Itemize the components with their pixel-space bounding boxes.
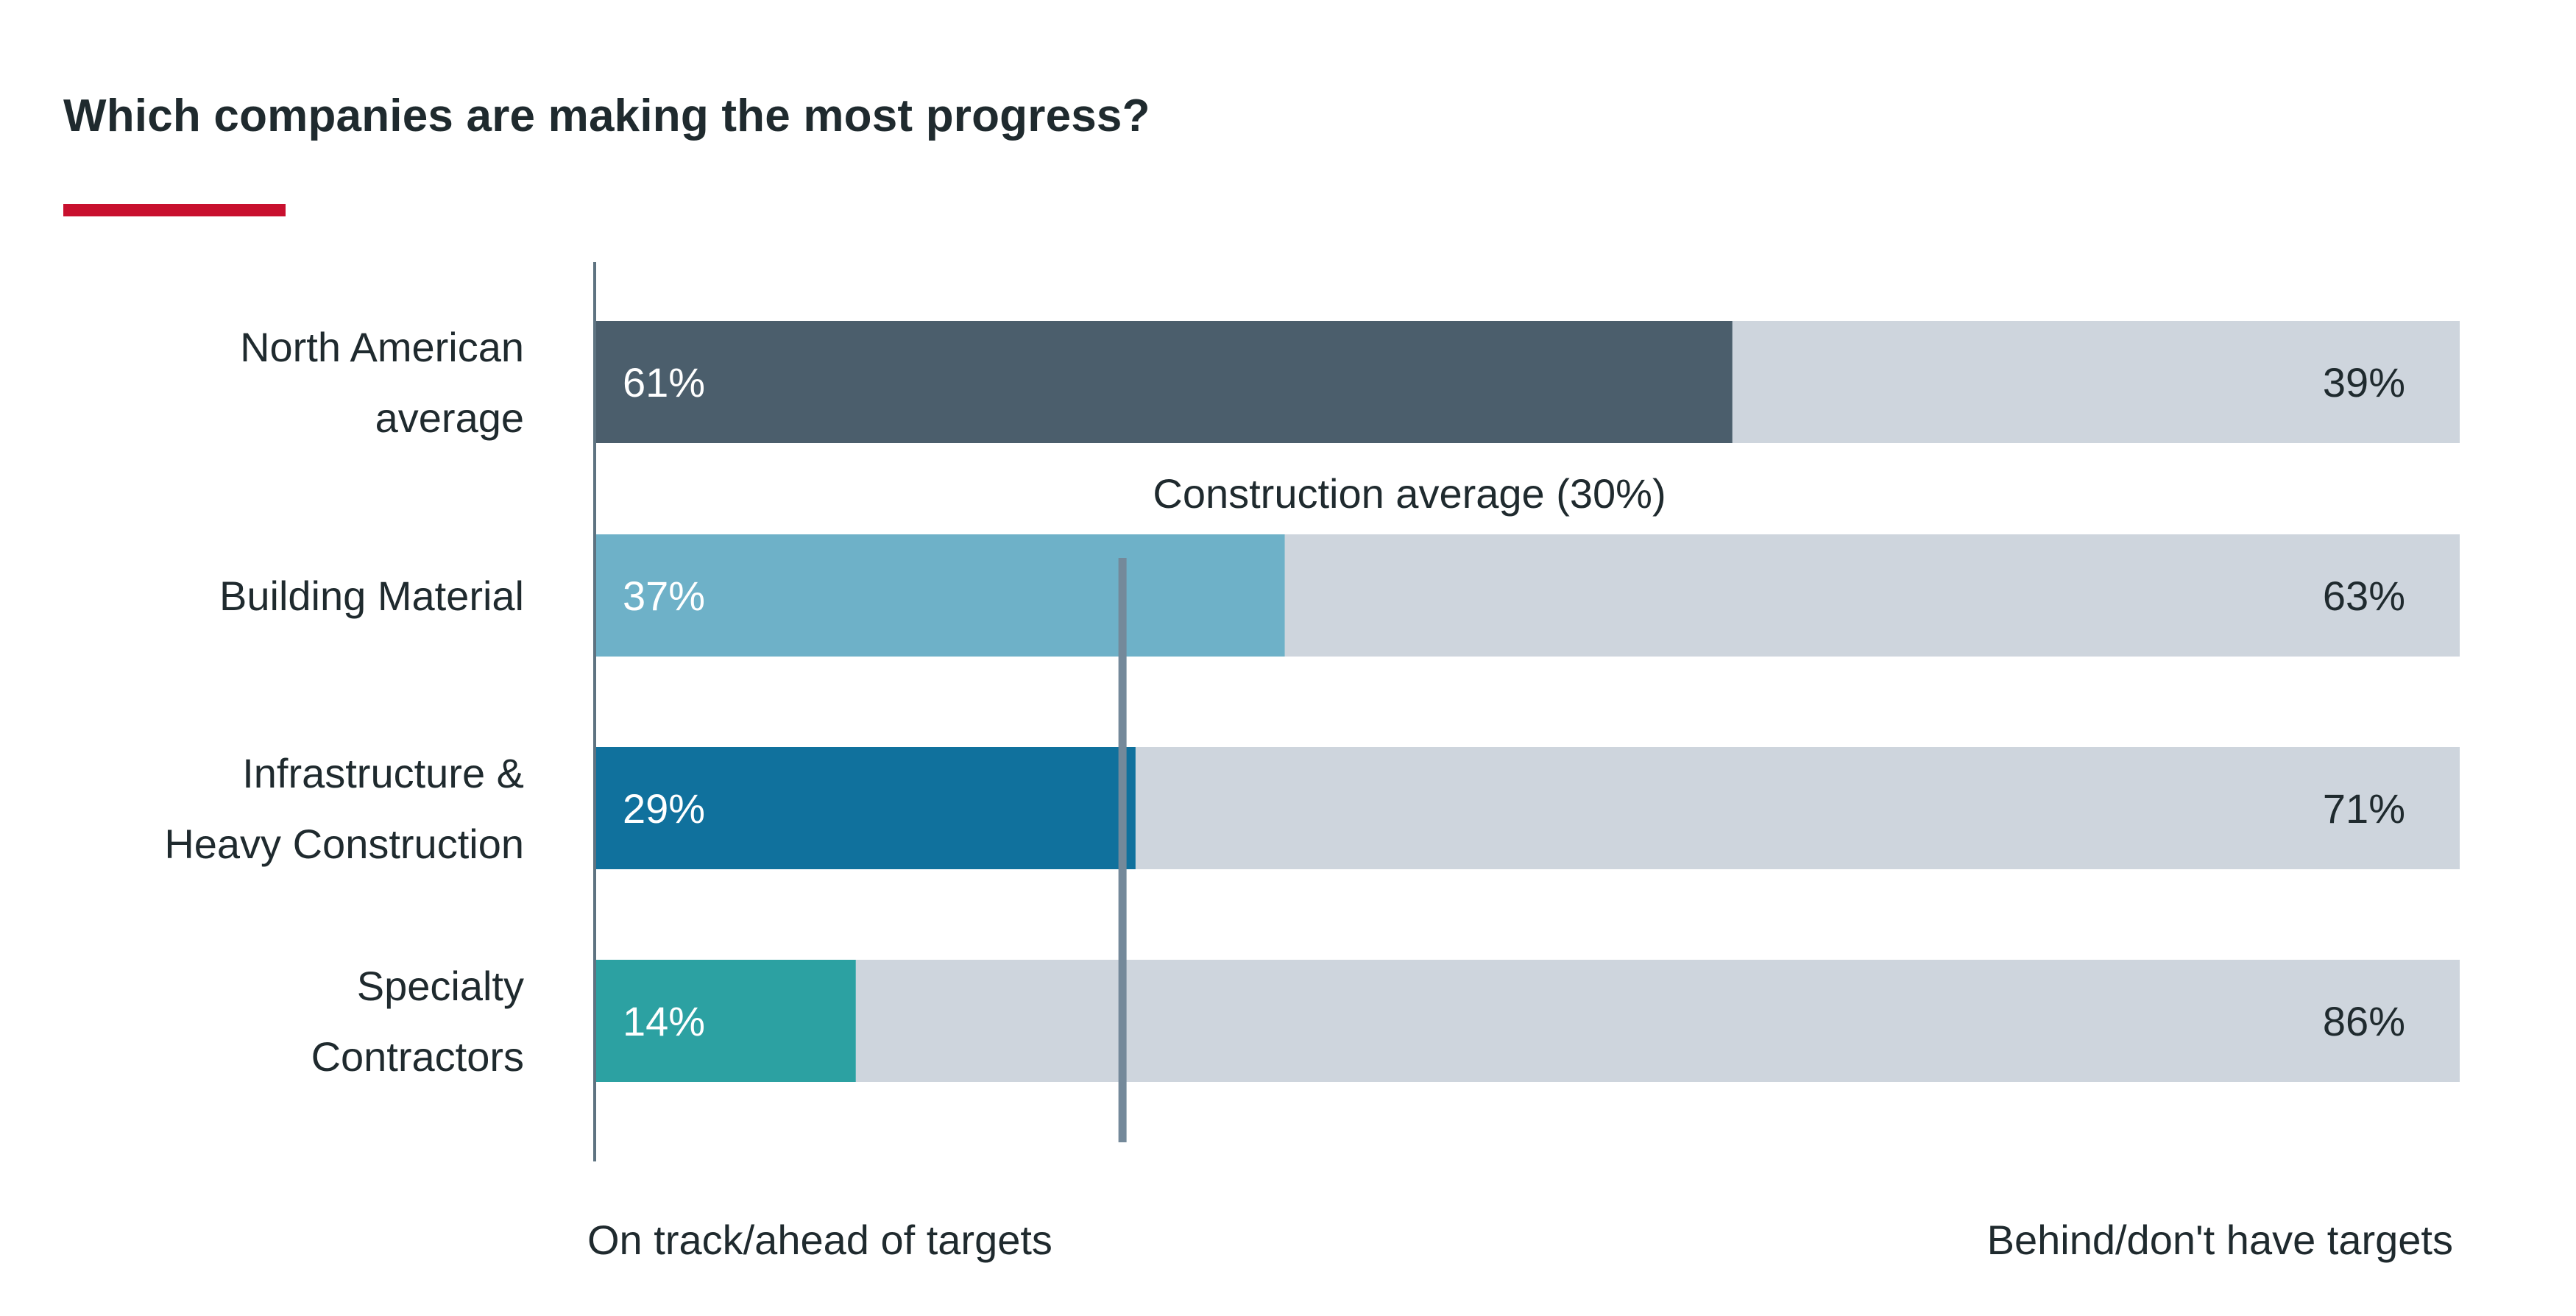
category-label-2-0: Infrastructure & (242, 750, 524, 796)
value-label-behind-1: 63% (2323, 573, 2405, 619)
bar-on-track-0 (595, 321, 1733, 443)
category-label-3-0: Specialty (357, 963, 524, 1009)
value-label-on-track-1: 37% (623, 573, 705, 619)
chart-title: Which companies are making the most prog… (63, 91, 1150, 141)
bar-behind-1 (1284, 534, 2460, 657)
category-label-1-0: Building Material (219, 573, 524, 619)
title-accent-rule (63, 204, 286, 216)
bar-on-track-2 (595, 747, 1136, 869)
bar-behind-2 (1135, 747, 2460, 869)
category-label-2-1: Heavy Construction (164, 821, 524, 867)
construction-average-label: Construction average (30%) (1153, 470, 1666, 517)
bar-on-track-3 (595, 960, 856, 1082)
footer-label-left: On track/ahead of targets (587, 1217, 1052, 1263)
value-label-behind-3: 86% (2323, 998, 2405, 1044)
bar-behind-0 (1732, 321, 2460, 443)
bar-behind-3 (855, 960, 2460, 1082)
category-label-3-1: Contractors (311, 1033, 524, 1080)
value-label-on-track-3: 14% (623, 998, 705, 1044)
bar-on-track-1 (595, 534, 1285, 657)
value-label-behind-2: 71% (2323, 785, 2405, 832)
category-label-0-1: average (375, 395, 524, 441)
value-label-on-track-2: 29% (623, 785, 705, 832)
value-label-behind-0: 39% (2323, 359, 2405, 406)
value-label-on-track-0: 61% (623, 359, 705, 406)
category-label-0-0: North American (240, 324, 524, 370)
footer-label-right: Behind/don't have targets (1987, 1217, 2453, 1263)
